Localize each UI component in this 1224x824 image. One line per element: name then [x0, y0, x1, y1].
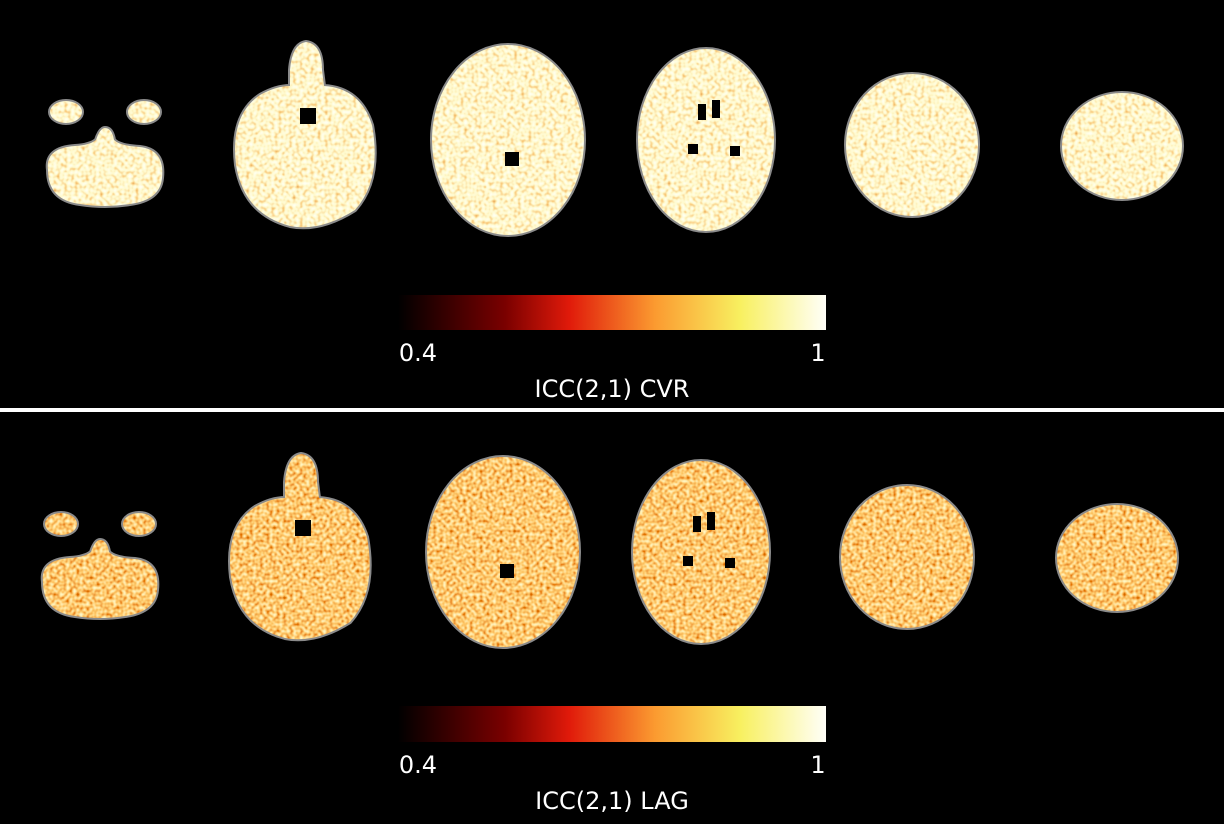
colorbar [398, 706, 826, 742]
ventricles [300, 100, 740, 166]
divider [0, 408, 1224, 412]
colorbar [398, 295, 826, 330]
slice-outline [40, 452, 1179, 649]
brain-slices [42, 454, 1177, 647]
slice-outline [45, 40, 1184, 237]
brain-slices [47, 42, 1182, 235]
colorbar-max: 1 [810, 751, 825, 779]
colorbar-title: ICC(2,1) LAG [535, 787, 689, 815]
ventricles [295, 512, 735, 578]
colorbar-min: 0.4 [399, 339, 437, 367]
panel-top: 0.4 1 ICC(2,1) CVR [45, 40, 1184, 403]
colorbar-min: 0.4 [399, 751, 437, 779]
colorbar-title: ICC(2,1) CVR [535, 375, 690, 403]
colorbar-max: 1 [810, 339, 825, 367]
panel-bottom: 0.4 1 ICC(2,1) LAG [40, 452, 1179, 815]
